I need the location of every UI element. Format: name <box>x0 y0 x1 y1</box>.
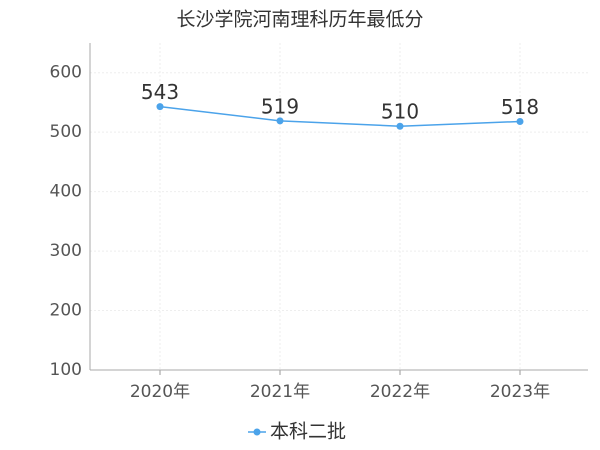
legend-marker <box>253 428 261 436</box>
data-label: 510 <box>381 100 419 124</box>
y-tick-label: 200 <box>50 301 82 321</box>
chart-title: 长沙学院河南理科历年最低分 <box>176 9 423 31</box>
x-tick-label: 2023年 <box>490 382 550 402</box>
x-tick-label: 2022年 <box>370 382 430 402</box>
data-label: 519 <box>261 94 299 118</box>
y-tick-label: 100 <box>50 360 82 380</box>
y-tick-label: 300 <box>50 241 82 261</box>
legend-label: 本科二批 <box>270 421 346 443</box>
line <box>159 105 521 127</box>
data-label: 518 <box>501 95 539 119</box>
point <box>276 117 284 125</box>
x-tick-label: 2021年 <box>250 382 310 402</box>
data-label: 543 <box>141 80 179 104</box>
point <box>516 117 524 125</box>
x-tick-label: 2020年 <box>130 382 190 402</box>
y-tick-label: 600 <box>50 63 82 83</box>
y-tick-label: 400 <box>50 182 82 202</box>
point <box>156 103 164 111</box>
y-tick-label: 500 <box>50 122 82 142</box>
point <box>396 122 404 130</box>
